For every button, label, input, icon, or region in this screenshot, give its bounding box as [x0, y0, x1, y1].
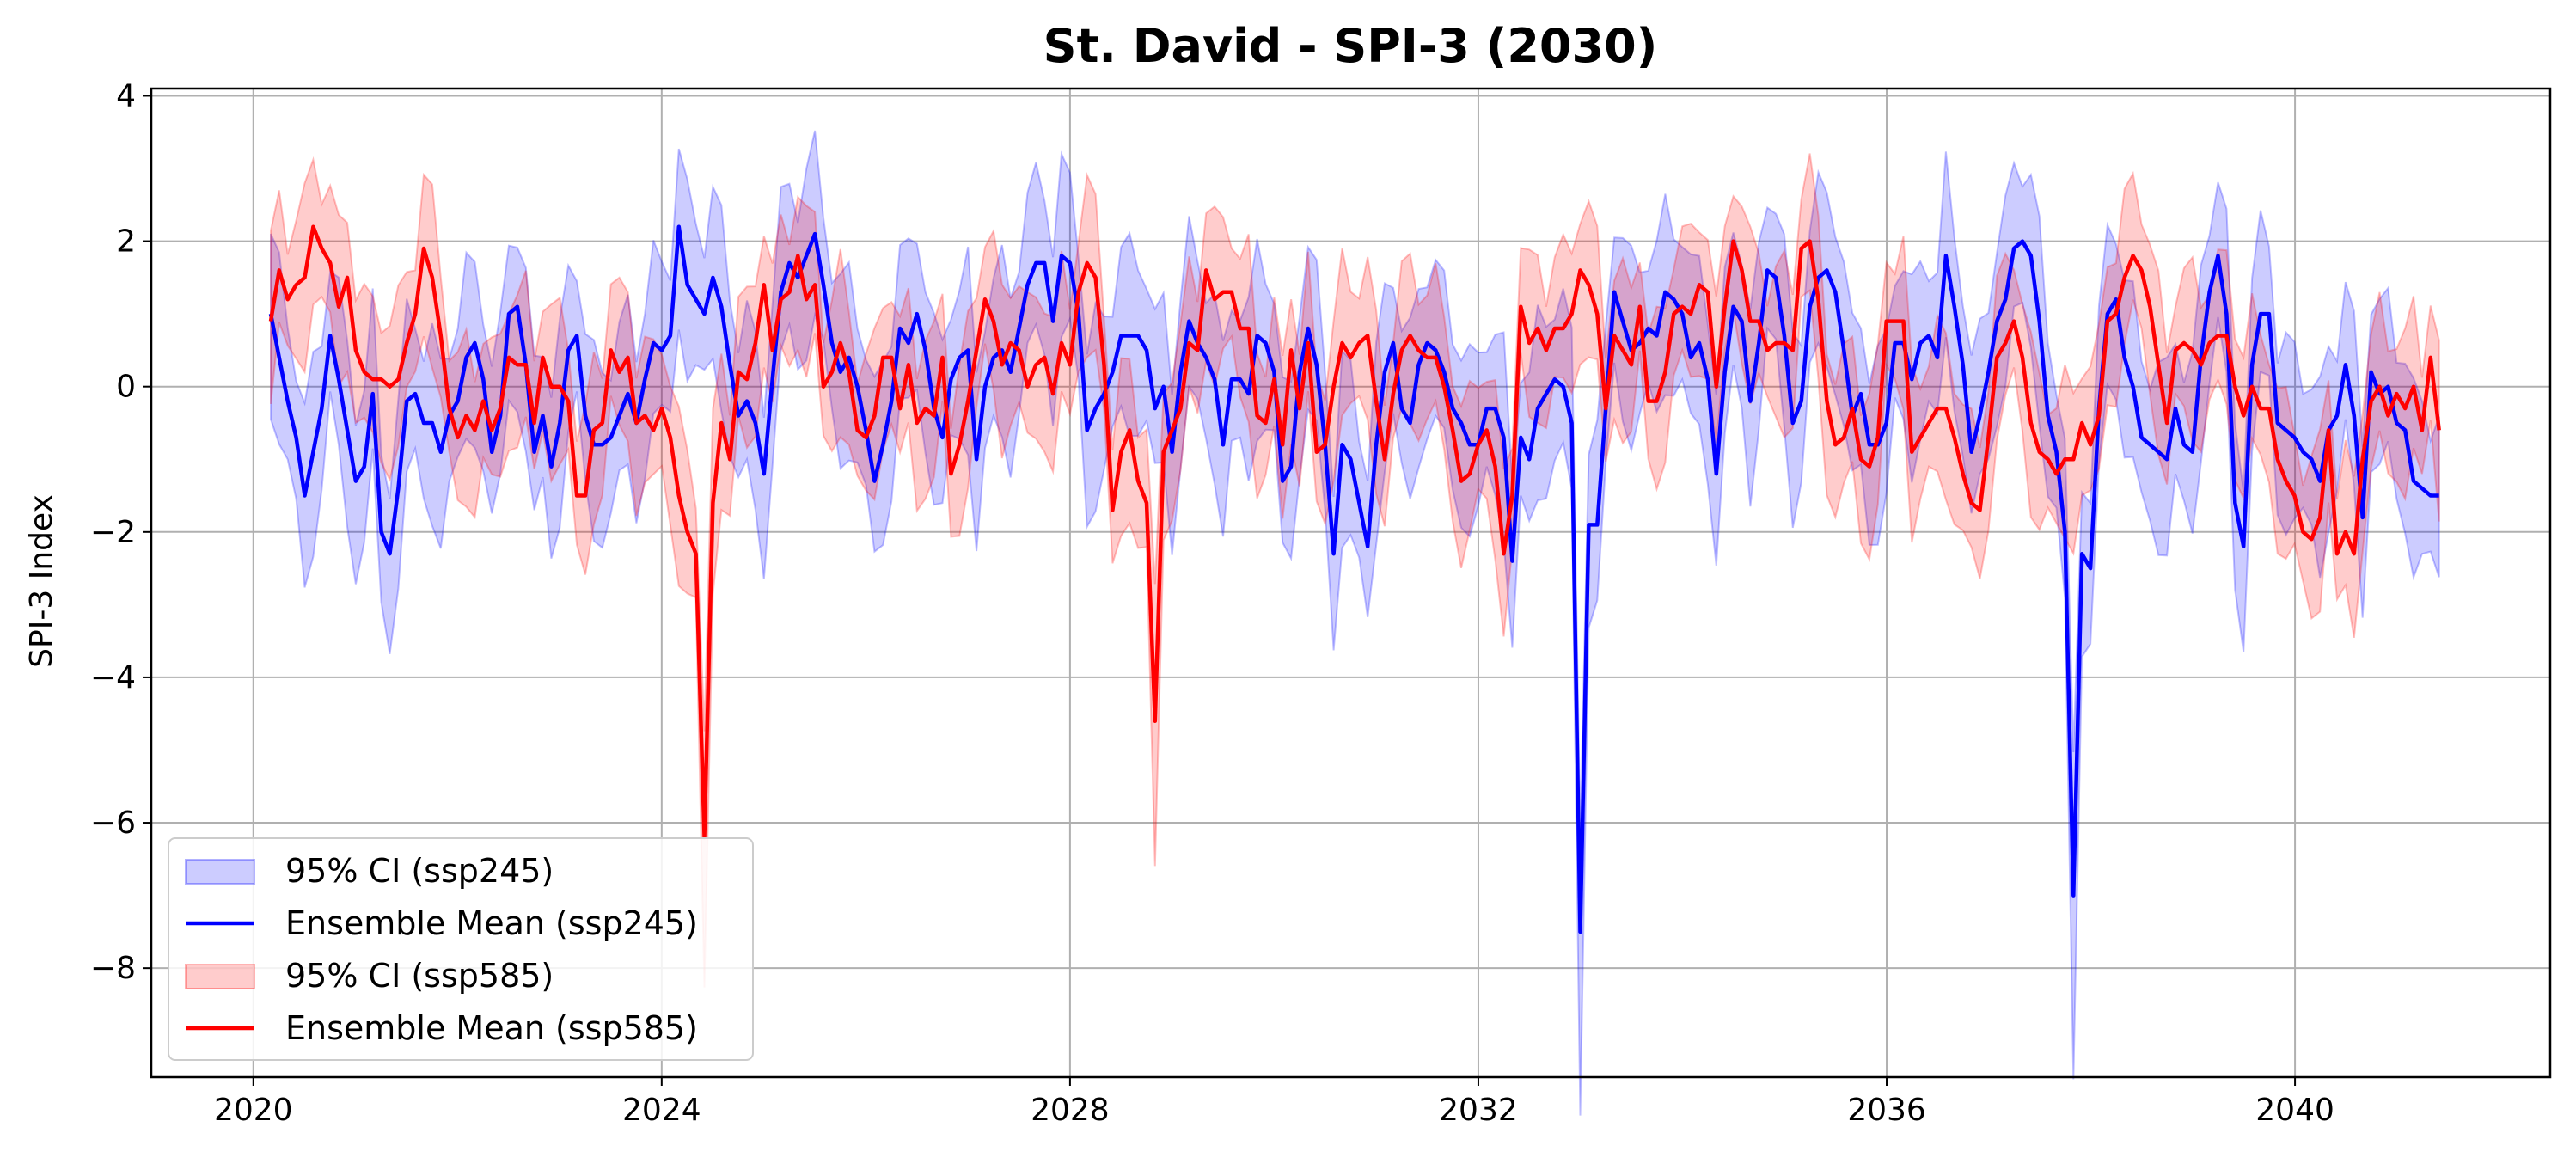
y-tick-label: −6 [90, 806, 136, 841]
mean-lines [268, 224, 2441, 934]
y-tick-label: 2 [116, 224, 136, 260]
x-tick-label: 2028 [1031, 1093, 1110, 1128]
legend-box [168, 837, 754, 1061]
plot-frame [150, 87, 2552, 1079]
y-tick-label: −2 [90, 515, 136, 550]
y-tick-label: 0 [116, 370, 136, 405]
x-tick-label: 2040 [2255, 1093, 2334, 1128]
axis-ticks: 2020 2024 2028 2032 2036 2040 4 2 0 −2 −4 −6 −8 [90, 78, 2334, 1128]
ci-band-ssp245 [270, 130, 2440, 1116]
mean-line-ssp585 [268, 224, 2441, 840]
x-tick-label: 2036 [1847, 1093, 1926, 1128]
mean-line-ssp245 [268, 224, 2439, 934]
grid [151, 89, 2550, 1077]
chart-title: St. David - SPI-3 (2030) [1043, 19, 1658, 73]
y-tick-label: −8 [90, 951, 136, 986]
legend-label: Ensemble Mean (ssp585) [285, 1009, 698, 1047]
y-tick-label: 4 [116, 78, 136, 113]
ci-band-ssp585 [270, 153, 2440, 988]
y-tick-label: −4 [90, 660, 136, 695]
legend-swatch-ci [185, 964, 255, 989]
legend-swatch-ci [185, 859, 255, 885]
x-tick-label: 2020 [214, 1093, 293, 1128]
y-axis-label: SPI-3 Index [24, 494, 59, 668]
legend-label: 95% CI (ssp585) [285, 957, 554, 995]
x-tick-label: 2032 [1439, 1093, 1518, 1128]
legend: 95% CI (ssp245) Ensemble Mean (ssp245) 95%… [168, 837, 754, 1061]
x-tick-label: 2024 [622, 1093, 701, 1128]
legend-label: Ensemble Mean (ssp245) [285, 904, 698, 942]
legend-label: 95% CI (ssp245) [285, 852, 554, 890]
confidence-bands [270, 130, 2440, 1116]
